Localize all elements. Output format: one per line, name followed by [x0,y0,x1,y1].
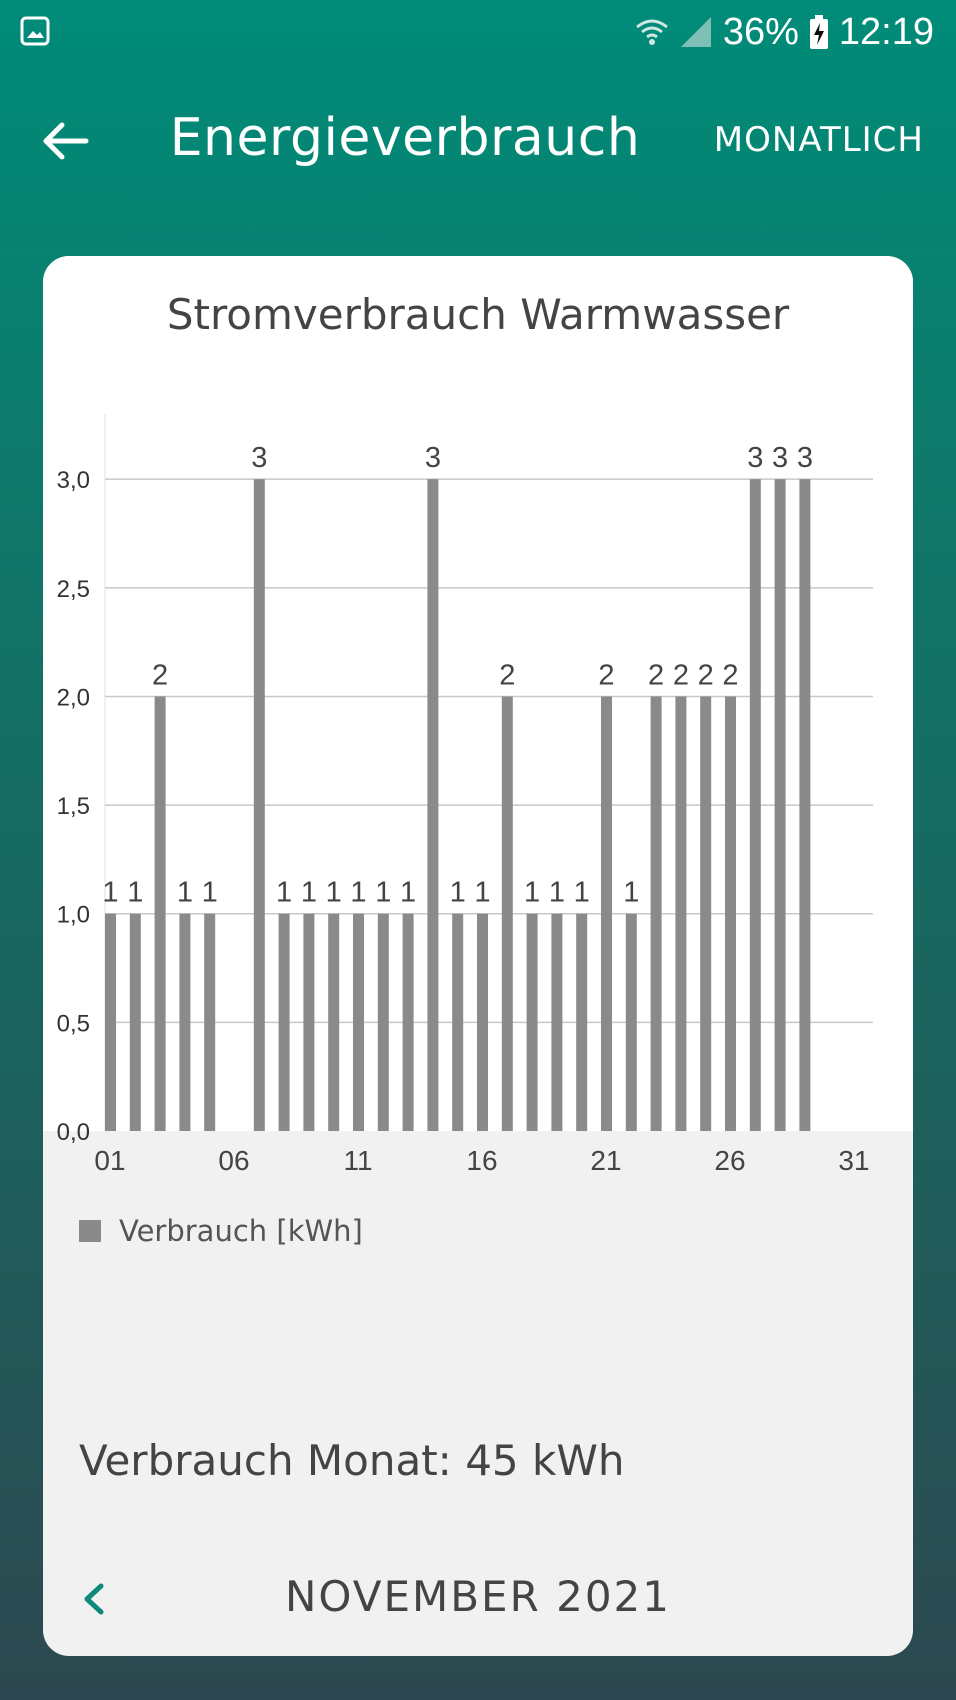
bar-value-label: 1 [177,877,193,909]
summary-value: 45 kWh [465,1436,625,1485]
arrow-left-icon [43,122,89,160]
x-tick-label: 01 [94,1145,125,1176]
wifi-icon [635,19,668,45]
chart-bar [204,913,216,1131]
chart-bar [700,696,712,1131]
chart-bar [278,913,290,1131]
chart-bar [526,913,538,1131]
bar-value-label: 1 [127,877,143,909]
chart-bar [576,913,588,1131]
x-tick-label: 16 [466,1145,497,1176]
y-tick-label: 0,5 [57,1010,90,1037]
chart-bar [154,696,166,1131]
bar-value-label: 1 [301,877,317,909]
y-tick-label: 1,5 [57,793,90,820]
period-toggle-button[interactable]: MONATLICH [713,120,924,160]
status-right: 36% 12:19 [635,8,934,56]
bar-value-label: 1 [202,877,218,909]
y-tick-label: 0,0 [57,1119,90,1146]
bar-value-label: 1 [276,877,292,909]
chart-bar [303,913,315,1131]
chart-bar [501,696,513,1131]
chart-bar [452,913,464,1131]
chart-bar [650,696,662,1131]
chart-title: Stromverbrauch Warmwasser [166,290,790,339]
bar-value-label: 1 [623,877,639,909]
chart-bar [625,913,637,1131]
chart-bar [353,913,364,1131]
chart-bar [427,479,439,1131]
bar-value-label: 3 [251,442,267,474]
month-navigation: NOVEMBER 2021 [43,1556,913,1646]
bar-value-label: 2 [499,659,515,691]
bar-value-label: 2 [722,659,738,691]
y-tick-label: 2,5 [57,576,90,603]
bar-value-label: 1 [375,877,391,909]
bar-value-label: 1 [549,877,565,909]
chart-legend: Verbrauch [kWh] [79,1214,363,1248]
bar-value-label: 2 [698,659,714,691]
bar-value-label: 2 [673,659,689,691]
chevron-left-icon [84,1583,104,1615]
bar-value-label: 1 [474,877,490,909]
battery-percent: 36% [722,10,799,53]
legend-swatch [79,1220,101,1242]
chart-bar [328,913,340,1131]
x-tick-label: 06 [218,1145,249,1176]
chart-bar [129,913,141,1131]
y-tick-label: 2,0 [57,684,90,711]
chart-bar [725,696,736,1131]
chart-bar [105,913,116,1131]
bar-value-label: 1 [102,877,118,909]
bar-value-label: 1 [524,877,540,909]
signal-icon [680,17,711,47]
chart-bar [402,913,414,1131]
chart-bar [377,913,389,1131]
battery-charging-icon [809,15,828,49]
bar-value-label: 3 [797,442,813,474]
bar-value-label: 1 [400,877,416,909]
chart-card: Stromverbrauch Warmwasser 0,0 0,5 1,0 1,5 2,… [43,256,913,1656]
chart-bar [799,479,811,1131]
month-label: NOVEMBER 2021 [284,1572,671,1621]
bar-value-label: 2 [598,659,614,691]
chart-bar [179,913,191,1131]
chart-bar [253,479,265,1131]
app-bar: Energieverbrauch MONATLICH [0,80,956,200]
x-tick-label: 21 [590,1145,621,1176]
x-tick-label: 11 [343,1145,372,1176]
chart-bar [675,696,687,1131]
x-tick-label: 31 [838,1145,869,1176]
bar-value-label: 1 [326,877,342,909]
chart-bar [477,913,488,1131]
legend-label: Verbrauch [kWh] [119,1214,363,1248]
clock: 12:19 [838,10,934,53]
bar-value-label: 3 [425,442,441,474]
bar-value-label: 1 [574,877,590,909]
bar-value-label: 1 [350,877,366,909]
back-button[interactable] [36,113,92,169]
monthly-consumption-summary: Verbrauch Monat: 45 kWh [79,1436,624,1485]
x-tick-label: 26 [714,1145,745,1176]
bar-value-label: 3 [747,442,763,474]
chart-bar [551,913,563,1131]
bar-value-label: 1 [450,877,466,909]
chart-bar [601,696,612,1131]
image-icon [20,16,50,46]
y-tick-label: 3,0 [57,467,90,494]
chart-bar [774,479,786,1131]
summary-label: Verbrauch Monat: [79,1436,452,1485]
status-bar: 36% 12:19 [0,0,956,64]
chart-bar [749,479,761,1131]
bar-value-label: 3 [772,442,788,474]
previous-month-button[interactable] [69,1574,119,1624]
page-title: Energieverbrauch [169,108,641,168]
bar-chart: 0,00,51,01,52,02,53,001 06 11 16 21 26 311 121 1… [57,414,873,1176]
bar-value-label: 2 [152,659,168,691]
bar-value-label: 2 [648,659,664,691]
y-tick-label: 1,0 [57,902,90,929]
